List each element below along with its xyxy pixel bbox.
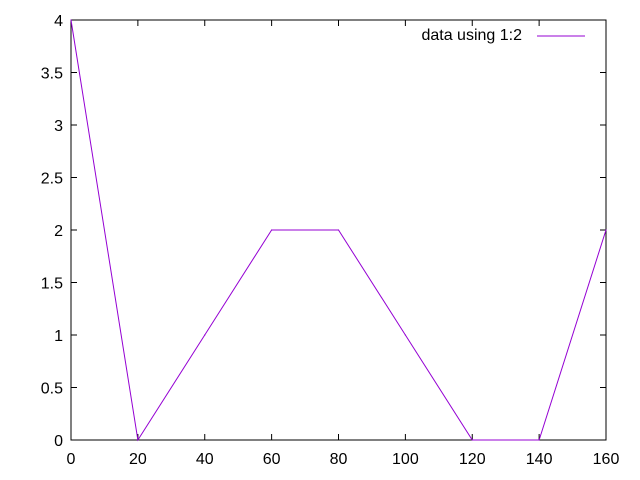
legend: data using 1:2	[421, 27, 585, 44]
data-point	[605, 229, 607, 231]
y-tick-label: 0.5	[41, 381, 63, 398]
data-point	[471, 439, 473, 441]
x-tick-label: 0	[67, 451, 76, 468]
y-tick-label: 0	[54, 433, 63, 450]
y-tick-label: 2	[54, 223, 63, 240]
tick-marks	[70, 19, 607, 441]
legend-label: data using 1:2	[421, 27, 522, 44]
x-tick-label: 120	[459, 451, 486, 468]
data-point	[337, 229, 340, 231]
y-tick-label: 1.5	[41, 276, 63, 293]
x-tick-label: 80	[330, 451, 348, 468]
y-tick-label: 1	[54, 328, 63, 345]
y-tick-label: 4	[54, 13, 63, 30]
y-tick-labels: 0 0.5 1 1.5 2 2.5 3 3.5 4	[41, 13, 63, 450]
data-point	[271, 229, 273, 231]
y-tick-label: 2.5	[41, 171, 63, 188]
data-point	[70, 19, 72, 21]
x-tick-label: 20	[129, 451, 147, 468]
series-layer	[70, 19, 607, 442]
x-tick-label: 60	[263, 451, 281, 468]
x-tick-label: 100	[392, 451, 419, 468]
data-point	[204, 334, 206, 336]
x-tick-label: 40	[196, 451, 214, 468]
x-tick-label: 160	[593, 451, 620, 468]
data-point	[538, 439, 540, 441]
x-tick-labels: 0 20 40 60 80 100 120 140 160	[67, 451, 620, 468]
data-point	[404, 334, 406, 336]
data-point	[137, 439, 139, 441]
y-tick-label: 3.5	[41, 66, 63, 83]
x-tick-label: 140	[526, 451, 553, 468]
y-tick-label: 3	[54, 118, 63, 135]
